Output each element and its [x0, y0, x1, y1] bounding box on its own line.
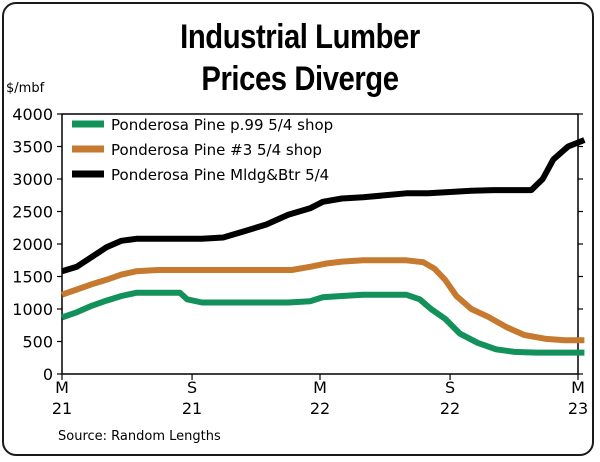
x-tick-label: M: [313, 378, 327, 397]
chart-frame: [2, 2, 594, 456]
legend-label: Ponderosa Pine p.99 5/4 shop: [111, 116, 333, 134]
x-tick-label: S: [187, 378, 197, 397]
y-tick-label: 2000: [12, 235, 53, 254]
y-tick-label: 2500: [12, 203, 53, 222]
x-tick-label: M: [55, 378, 69, 397]
source-note: Source: Random Lengths: [58, 429, 221, 444]
y-tick-label: 0: [43, 365, 53, 384]
x-tick-label: 21: [52, 399, 72, 418]
legend-label: Ponderosa Pine Mldg&Btr 5/4: [111, 166, 329, 184]
x-tick-label: 22: [310, 399, 330, 418]
series-line-3: [61, 137, 586, 275]
series-line-1: [61, 289, 585, 356]
y-tick-label: 1000: [12, 300, 53, 319]
y-tick-label: 1500: [12, 268, 53, 287]
x-tick-label: S: [445, 378, 455, 397]
chart-subtitle: Prices Diverge: [201, 60, 399, 98]
legend-label: Ponderosa Pine #3 5/4 shop: [111, 141, 322, 159]
x-tick-label: 22: [440, 399, 460, 418]
y-tick-label: 4000: [12, 105, 53, 124]
x-tick-label: M: [571, 378, 585, 397]
y-axis: 0 500 1000 1500 2000 2500 3000 3500 4000: [12, 105, 583, 384]
y-tick-label: 500: [22, 333, 53, 352]
y-axis-unit-label: $/mbf: [6, 81, 45, 96]
series-line-2: [61, 257, 585, 344]
x-tick-label: 21: [182, 399, 202, 418]
legend: Ponderosa Pine p.99 5/4 shop Ponderosa Pi…: [72, 116, 333, 184]
y-tick-label: 3000: [12, 170, 53, 189]
x-tick-label: 23: [568, 399, 588, 418]
series-lines: [61, 137, 586, 356]
x-axis: M 21 S 21 M 22 S 22 M 23: [52, 374, 588, 418]
y-tick-label: 3500: [12, 138, 53, 157]
chart-title: Industrial Lumber: [180, 18, 420, 56]
